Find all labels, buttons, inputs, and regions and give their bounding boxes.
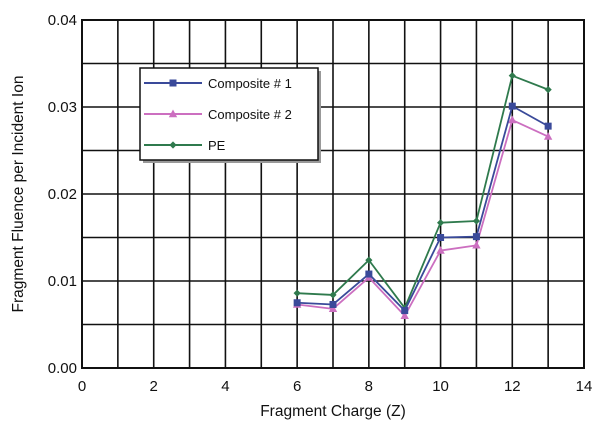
series-composite-2: [292, 115, 553, 319]
data-point-composite-1: [472, 233, 480, 241]
y-tick-label: 0.03: [48, 99, 77, 116]
data-point-pe: [365, 256, 373, 264]
series-lines: [292, 72, 553, 319]
data-point-composite-2: [508, 115, 517, 124]
x-tick-label: 8: [365, 378, 373, 395]
data-point-composite-2: [400, 311, 409, 319]
data-point-composite-1: [293, 299, 301, 307]
legend-item-pe: PE: [144, 138, 226, 153]
tick-labels: 0 2 4 6 8 10 12 14 0.00 0.01 0.02 0.03 0.04: [48, 12, 593, 395]
data-point-pe: [329, 291, 337, 299]
y-axis-title: Fragment Fluence per Incident Ion: [10, 76, 27, 313]
legend-marker: [169, 141, 177, 149]
y-tick-label: 0.01: [48, 273, 77, 290]
series-line-composite-1: [297, 105, 549, 312]
x-tick-label: 10: [432, 378, 449, 395]
x-tick-label: 4: [221, 378, 229, 395]
data-point-composite-1: [365, 270, 373, 278]
data-point-composite-2: [436, 246, 445, 254]
legend-label: PE: [208, 138, 226, 153]
series-line-pe: [297, 74, 549, 309]
legend-marker: [168, 109, 178, 118]
data-point-pe: [472, 217, 481, 225]
data-point-composite-2: [543, 132, 553, 140]
x-tick-label: 14: [576, 378, 593, 395]
data-point-composite-2: [472, 240, 481, 249]
data-point-pe: [436, 219, 445, 227]
data-point-composite-1: [329, 300, 337, 308]
legend-item-composite-2: Composite # 2: [144, 107, 292, 122]
legend-marker: [169, 79, 177, 87]
data-point-composite-1: [544, 122, 552, 130]
series-line-composite-2: [297, 119, 549, 317]
x-tick-label: 0: [78, 378, 86, 395]
legend-label: Composite # 1: [208, 76, 292, 91]
x-axis-title: Fragment Charge (Z): [260, 403, 406, 420]
x-tick-label: 2: [150, 378, 158, 395]
plot-frame: [81, 19, 585, 369]
legend-item-composite-1: Composite # 1: [144, 76, 292, 91]
series-composite-1: [293, 102, 552, 315]
data-point-pe: [293, 289, 301, 297]
data-point-composite-1: [437, 234, 445, 241]
data-point-composite-1: [401, 307, 409, 315]
legend-label: Composite # 2: [208, 107, 292, 122]
y-tick-label: 0.04: [48, 12, 77, 29]
data-point-composite-2: [328, 304, 338, 313]
data-point-pe: [544, 86, 552, 94]
y-tick-label: 0.00: [48, 360, 77, 377]
data-point-pe: [508, 72, 516, 80]
legend: Composite # 1 Composite # 2 PE: [139, 67, 321, 163]
data-point-composite-1: [508, 102, 516, 110]
y-tick-label: 0.02: [48, 186, 77, 203]
x-tick-label: 6: [293, 378, 301, 395]
x-tick-label: 12: [504, 378, 521, 395]
